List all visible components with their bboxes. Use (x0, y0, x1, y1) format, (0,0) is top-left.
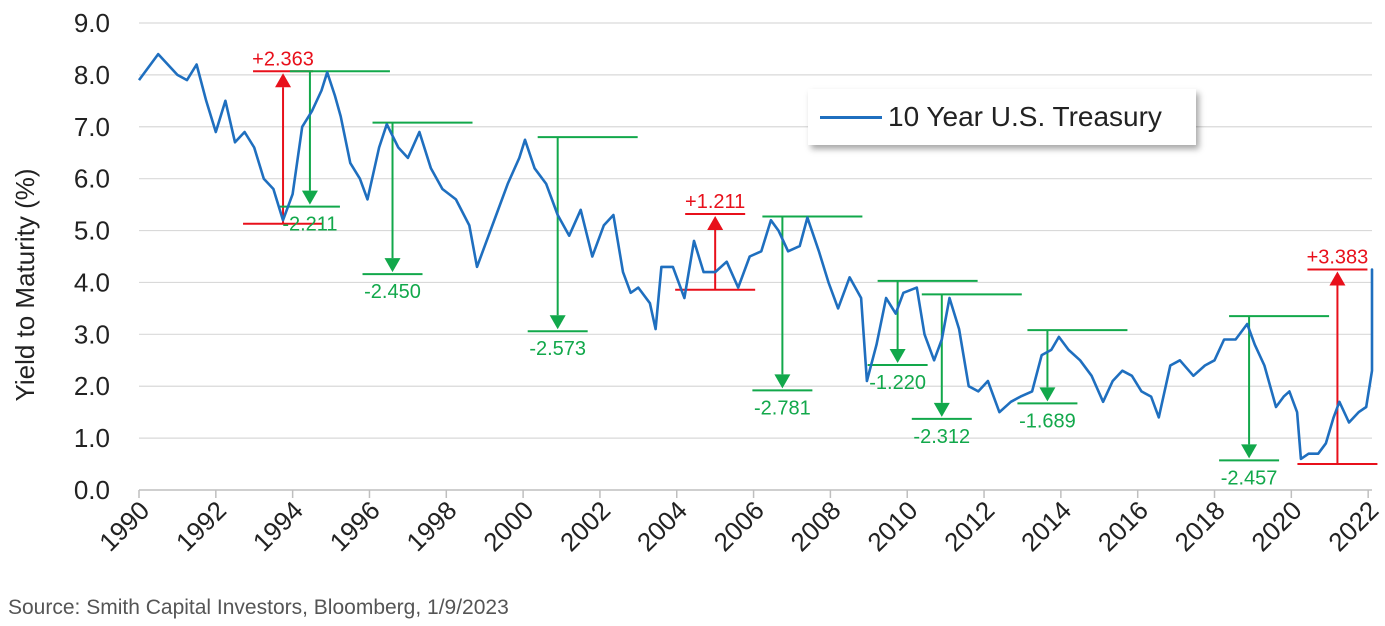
annotation-label: -2.450 (364, 281, 421, 303)
x-tick-label: 2000 (477, 495, 539, 557)
x-tick-label: 2016 (1092, 495, 1154, 557)
annotation-arrow-head (301, 190, 318, 205)
x-tick-label: 2012 (938, 495, 1000, 557)
annotation-arrow-head (549, 315, 566, 330)
annotation-arrow-head (889, 348, 906, 363)
annotation-arrow-head (933, 402, 950, 417)
x-tick-label: 2004 (631, 495, 693, 557)
y-tick-label: 6.0 (74, 164, 110, 194)
annotation-arrow-head (1039, 387, 1056, 402)
y-tick-label: 1.0 (74, 423, 110, 453)
annotation-label: +3.383 (1307, 246, 1369, 268)
annotation-label: -2.457 (1221, 467, 1278, 489)
annotation: -2.211 (279, 70, 390, 236)
annotation-arrow-head (1241, 444, 1258, 459)
annotation-arrow-head (384, 258, 401, 273)
x-tick-label: 2022 (1322, 495, 1384, 557)
x-tick-label: 2010 (861, 495, 923, 557)
x-tick-label: 1998 (400, 495, 462, 557)
x-tick-label: 2018 (1169, 495, 1231, 557)
annotation: -2.573 (527, 136, 638, 360)
legend: 10 Year U.S. Treasury (808, 89, 1196, 145)
series-line-10-year-treasury (137, 52, 1374, 461)
y-tick-label: 9.0 (74, 8, 110, 38)
annotation-arrow-head (1329, 271, 1346, 286)
annotation: -2.312 (911, 293, 1022, 448)
gridlines (139, 22, 1372, 439)
y-axis-label: Yield to Maturity (%) (10, 168, 40, 401)
x-tick-label: 2020 (1245, 495, 1307, 557)
y-tick-label: 3.0 (74, 319, 110, 349)
annotation-label: +1.211 (685, 191, 745, 213)
annotation-label: +2.363 (252, 48, 314, 70)
annotations: +2.363 -2.211 -2.450 -2.573 +1.211 -2.781 -1.2… (243, 48, 1378, 489)
x-tick-label: 2008 (785, 495, 847, 557)
x-tick-label: 2002 (554, 495, 616, 557)
y-tick-label: 7.0 (74, 112, 110, 142)
annotation: +2.363 (243, 48, 324, 225)
annotation-arrow-head (774, 374, 791, 389)
annotation: -2.457 (1219, 315, 1330, 489)
y-tick-label: 4.0 (74, 267, 110, 297)
annotation: -1.689 (1017, 329, 1128, 432)
y-tick-label: 0.0 (74, 475, 110, 505)
x-axis-ticks: 1990 1992 1994 1996 1998 2000 2002 2004 2006 2008… (93, 490, 1384, 557)
y-tick-label: 5.0 (74, 216, 110, 246)
x-tick-label: 2014 (1015, 495, 1077, 557)
legend-label: 10 Year U.S. Treasury (888, 101, 1162, 132)
annotation: -2.781 (752, 215, 863, 419)
annotation-label: -2.781 (754, 397, 811, 419)
annotation: -2.450 (362, 121, 473, 303)
x-tick-label: 1996 (324, 495, 386, 557)
y-axis-ticks: 0.0 1.0 2.0 3.0 4.0 5.0 6.0 7.0 8.0 9.0 (74, 8, 110, 505)
annotation-label: -2.573 (529, 338, 586, 360)
x-tick-label: 2006 (708, 495, 770, 557)
annotation-label: -2.312 (913, 426, 970, 448)
legend-swatch (820, 115, 882, 119)
annotation-arrow-head (707, 215, 724, 230)
annotation-label: -2.211 (282, 214, 337, 236)
source-note: Source: Smith Capital Investors, Bloombe… (8, 596, 509, 619)
x-tick-label: 1992 (170, 495, 232, 557)
annotation-arrow-head (275, 73, 292, 88)
annotation: -1.220 (867, 279, 978, 394)
annotation: +3.383 (1297, 246, 1378, 466)
annotation-label: -1.689 (1019, 410, 1076, 432)
y-tick-label: 2.0 (74, 371, 110, 401)
annotation-label: -1.220 (869, 372, 926, 394)
x-tick-label: 1994 (247, 495, 309, 557)
y-tick-label: 8.0 (74, 60, 110, 90)
annotation: +1.211 (675, 191, 756, 291)
